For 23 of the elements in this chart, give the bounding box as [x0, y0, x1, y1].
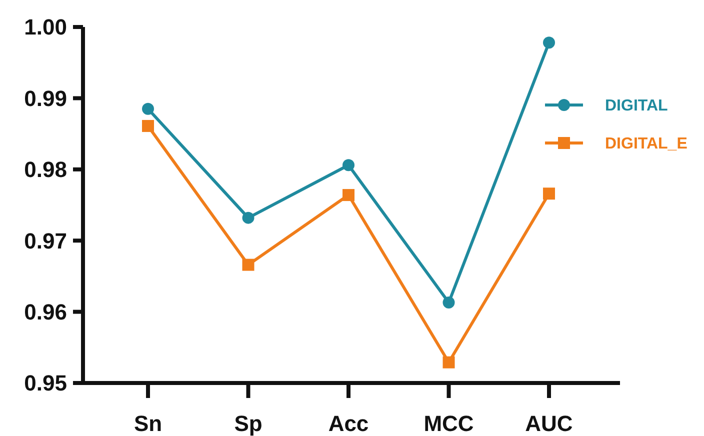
- point: [142, 102, 154, 115]
- point: [342, 159, 354, 172]
- y-tick-label: 0.98: [24, 157, 67, 182]
- point: [242, 212, 254, 224]
- x-tick-label: MCC: [424, 411, 474, 436]
- x-tick-label: AUC: [525, 411, 573, 436]
- y-tick-label: 0.99: [24, 86, 67, 111]
- x-tick-label: Acc: [328, 411, 369, 436]
- point: [543, 188, 555, 200]
- y-tick-label: 0.95: [24, 370, 67, 396]
- legend-label: DIGITAL_E: [605, 136, 688, 153]
- y-tick-label: 0.97: [24, 228, 67, 254]
- point: [242, 258, 254, 271]
- y-tick-label: 1.00: [24, 14, 67, 40]
- legend-label: DIGITAL: [605, 98, 668, 115]
- point: [442, 356, 455, 368]
- x-tick-label: Sn: [134, 411, 162, 436]
- point: [342, 189, 354, 202]
- point: [543, 36, 555, 49]
- point: [442, 296, 455, 309]
- x-tick-label: Sp: [234, 411, 262, 436]
- point: [142, 120, 154, 132]
- y-tick-label: 0.96: [24, 300, 67, 324]
